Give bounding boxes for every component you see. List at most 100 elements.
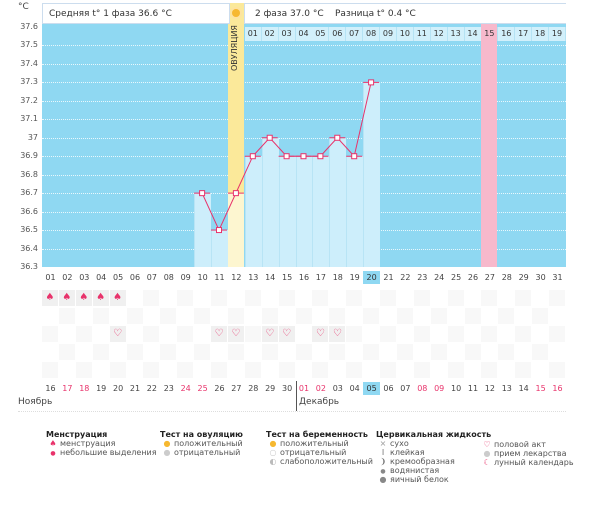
grid-cell[interactable] bbox=[532, 344, 549, 360]
calendar-date[interactable]: 15 bbox=[535, 384, 546, 393]
cycle-day[interactable]: 04 bbox=[96, 273, 107, 282]
cycle-day[interactable]: 22 bbox=[400, 273, 411, 282]
calendar-date[interactable]: 18 bbox=[79, 384, 90, 393]
grid-cell[interactable] bbox=[380, 362, 396, 378]
calendar-date[interactable]: 14 bbox=[518, 384, 529, 393]
cycle-day[interactable]: 13 bbox=[248, 273, 259, 282]
grid-cell[interactable] bbox=[261, 344, 278, 360]
post-ovulation-day[interactable]: 11 bbox=[413, 27, 431, 41]
heart-icon[interactable]: ♡ bbox=[231, 328, 241, 339]
grid-cell[interactable] bbox=[75, 326, 92, 342]
calendar-date[interactable]: 10 bbox=[451, 384, 462, 393]
calendar-date[interactable]: 16 bbox=[45, 384, 56, 393]
calendar-date[interactable]: 20 bbox=[113, 384, 124, 393]
calendar-date[interactable]: 11 bbox=[467, 384, 479, 393]
post-ovulation-day[interactable]: 02 bbox=[261, 27, 279, 41]
grid-cell[interactable] bbox=[515, 290, 532, 306]
heart-icon[interactable]: ♡ bbox=[282, 328, 292, 339]
cycle-day[interactable]: 09 bbox=[180, 273, 191, 282]
grid-cell[interactable] bbox=[92, 344, 109, 360]
grid-cell[interactable] bbox=[346, 362, 363, 378]
grid-cell[interactable] bbox=[413, 326, 430, 342]
cycle-day[interactable]: 29 bbox=[518, 273, 529, 282]
grid-cell[interactable] bbox=[447, 362, 464, 378]
calendar-date[interactable]: 16 bbox=[552, 384, 563, 393]
grid-cell[interactable] bbox=[160, 344, 177, 360]
grid-cell[interactable] bbox=[177, 326, 194, 342]
grid-cell[interactable] bbox=[160, 308, 177, 324]
cycle-day[interactable]: 02 bbox=[62, 273, 73, 282]
cycle-day[interactable]: 17 bbox=[315, 273, 326, 282]
temp-point[interactable] bbox=[368, 79, 375, 86]
grid-cell[interactable] bbox=[346, 290, 363, 306]
grid-cell[interactable] bbox=[42, 362, 58, 378]
post-ovulation-day[interactable]: 17 bbox=[515, 27, 533, 41]
temp-point[interactable] bbox=[300, 153, 307, 160]
calendar-date[interactable]: 22 bbox=[146, 384, 157, 393]
heart-icon[interactable]: ♡ bbox=[315, 328, 325, 339]
grid-cell[interactable] bbox=[481, 290, 498, 306]
cycle-day[interactable]: 20 bbox=[363, 271, 381, 284]
cycle-day[interactable]: 12 bbox=[231, 273, 242, 282]
calendar-date[interactable]: 02 bbox=[315, 384, 326, 393]
calendar-date[interactable]: 24 bbox=[180, 384, 191, 393]
grid-cell[interactable] bbox=[430, 308, 447, 324]
post-ovulation-day[interactable]: 09 bbox=[380, 27, 397, 41]
grid-cell[interactable] bbox=[464, 308, 481, 324]
grid-cell[interactable] bbox=[227, 344, 244, 360]
temp-point[interactable] bbox=[283, 153, 290, 160]
grid-cell[interactable] bbox=[143, 290, 160, 306]
temp-point[interactable] bbox=[199, 190, 206, 197]
grid-cell[interactable] bbox=[464, 344, 481, 360]
grid-cell[interactable] bbox=[380, 326, 396, 342]
calendar-date[interactable]: 17 bbox=[62, 384, 73, 393]
grid-cell[interactable] bbox=[515, 362, 532, 378]
post-ovulation-day[interactable]: 18 bbox=[532, 27, 550, 41]
grid-cell[interactable] bbox=[211, 290, 227, 306]
temp-point[interactable] bbox=[266, 134, 273, 141]
calendar-date[interactable]: 23 bbox=[163, 384, 174, 393]
cycle-day[interactable]: 27 bbox=[484, 273, 495, 282]
cycle-day[interactable]: 08 bbox=[163, 273, 174, 282]
cycle-day[interactable]: 10 bbox=[197, 273, 208, 282]
post-ovulation-day[interactable]: 15 bbox=[481, 27, 499, 41]
grid-cell[interactable] bbox=[143, 362, 160, 378]
grid-cell[interactable] bbox=[126, 344, 143, 360]
cycle-day[interactable]: 26 bbox=[467, 273, 479, 282]
calendar-date[interactable]: 01 bbox=[298, 384, 310, 393]
grid-cell[interactable] bbox=[413, 362, 430, 378]
grid-cell[interactable] bbox=[58, 308, 75, 324]
grid-cell[interactable] bbox=[549, 290, 565, 306]
calendar-date[interactable]: 04 bbox=[349, 384, 360, 393]
grid-cell[interactable] bbox=[346, 326, 363, 342]
cycle-day[interactable]: 19 bbox=[349, 273, 360, 282]
grid-cell[interactable] bbox=[312, 290, 329, 306]
grid-cell[interactable] bbox=[42, 326, 58, 342]
cycle-day[interactable]: 28 bbox=[501, 273, 512, 282]
temp-point[interactable] bbox=[317, 153, 324, 160]
heart-icon[interactable]: ♡ bbox=[332, 328, 342, 339]
grid-cell[interactable] bbox=[244, 362, 261, 378]
cycle-day[interactable]: 07 bbox=[146, 273, 157, 282]
calendar-date[interactable]: 28 bbox=[248, 384, 259, 393]
post-ovulation-day[interactable]: 04 bbox=[295, 27, 313, 41]
grid-cell[interactable] bbox=[143, 326, 160, 342]
calendar-date[interactable]: 29 bbox=[265, 384, 276, 393]
grid-cell[interactable] bbox=[549, 362, 565, 378]
calendar-date[interactable]: 07 bbox=[400, 384, 411, 393]
cycle-day[interactable]: 11 bbox=[214, 273, 225, 282]
grid-cell[interactable] bbox=[532, 308, 549, 324]
grid-cell[interactable] bbox=[278, 362, 295, 378]
calendar-date[interactable]: 25 bbox=[197, 384, 208, 393]
calendar-date[interactable]: 26 bbox=[214, 384, 225, 393]
grid-cell[interactable] bbox=[515, 326, 532, 342]
post-ovulation-day[interactable]: 01 bbox=[244, 27, 262, 41]
grid-cell[interactable] bbox=[109, 362, 126, 378]
calendar-date[interactable]: 21 bbox=[129, 384, 141, 393]
post-ovulation-day[interactable]: 16 bbox=[498, 27, 516, 41]
grid-cell[interactable] bbox=[312, 362, 329, 378]
post-ovulation-day[interactable]: 12 bbox=[430, 27, 448, 41]
grid-cell[interactable] bbox=[261, 308, 278, 324]
menstruation-icon[interactable]: ♠ bbox=[45, 292, 55, 303]
post-ovulation-day[interactable]: 06 bbox=[329, 27, 347, 41]
